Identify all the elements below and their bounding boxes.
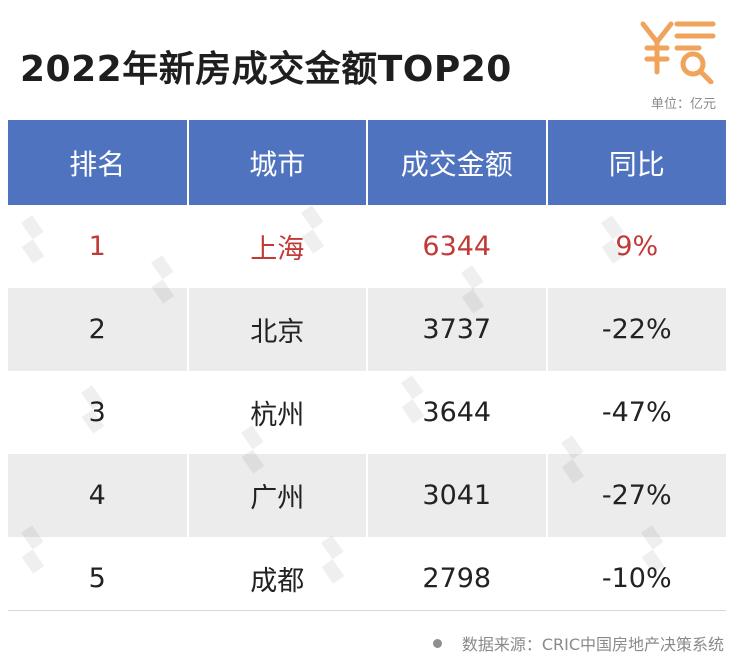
city-cell: 杭州 <box>186 371 367 454</box>
city-cell: 上海 <box>186 205 367 288</box>
rank-cell: 5 <box>88 563 106 594</box>
amount-cell: 2798 <box>366 537 547 610</box>
column-header-amount: 成交金额 <box>366 120 547 205</box>
table-header-row: 排名 城市 成交金额 同比 <box>8 120 726 205</box>
bullet-icon <box>432 638 442 648</box>
rank-cell: 4 <box>8 454 188 537</box>
yoy-cell: 9% <box>545 205 726 288</box>
divider <box>8 610 726 611</box>
yoy-cell: -47% <box>545 371 726 454</box>
city-cell: 北京 <box>186 288 367 371</box>
source-note: 数据来源：CRIC中国房地产决策系统 <box>432 631 724 655</box>
amount-cell: 3737 <box>366 288 547 371</box>
amount-cell: 6344 <box>366 205 547 288</box>
table-row: 1 上海 6344 9% <box>8 205 726 288</box>
city-cell: 成都 <box>186 537 367 610</box>
city-cell: 广州 <box>186 454 367 537</box>
table-row: 4 广州 3041 -27% <box>8 454 726 537</box>
ranking-table: 排名 城市 成交金额 同比 1 上海 6344 9% 2 北京 3737 -22… <box>8 120 726 610</box>
column-header-rank: 排名 <box>8 120 188 205</box>
table-row: 2 北京 3737 -22% <box>8 288 726 371</box>
rank-cell: 2 <box>8 288 188 371</box>
rank-cell: 3 <box>88 397 106 428</box>
ranking-table-container: 排名 城市 成交金额 同比 1 上海 6344 9% 2 北京 3737 -22… <box>8 120 726 610</box>
rank-cell: 1 <box>88 231 106 262</box>
table-row: 5 成都 2798 -10% <box>8 537 726 610</box>
page-title: 2022年新房成交金额TOP20 <box>20 49 512 90</box>
column-header-yoy: 同比 <box>545 120 726 205</box>
amount-cell: 3644 <box>366 371 547 454</box>
source-text: 数据来源：CRIC中国房地产决策系统 <box>461 635 724 654</box>
yuan-search-icon <box>637 16 719 85</box>
yoy-cell: -10% <box>545 537 726 610</box>
amount-cell: 3041 <box>366 454 547 537</box>
unit-note: 单位：亿元 <box>650 97 716 112</box>
yoy-cell: -22% <box>545 288 726 371</box>
yoy-cell: -27% <box>545 454 726 537</box>
table-row: 3 杭州 3644 -47% <box>8 371 726 454</box>
column-header-city: 城市 <box>186 120 367 205</box>
